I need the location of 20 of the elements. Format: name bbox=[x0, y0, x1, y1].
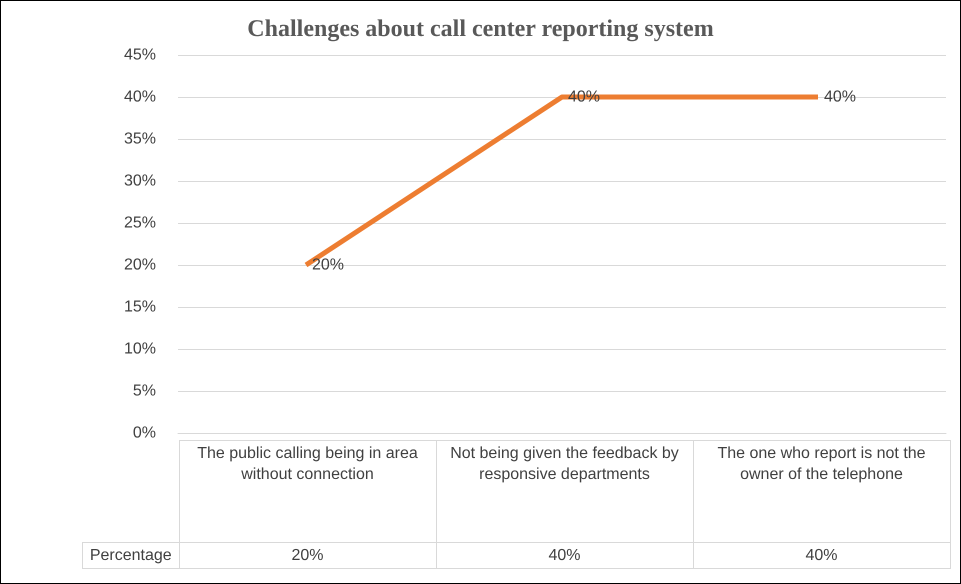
x-tick-label: Not being given the feedback by responsive departments bbox=[436, 440, 693, 542]
text: Percentage bbox=[82, 542, 179, 568]
y-tick-label: 45% bbox=[124, 46, 156, 64]
y-tick-label: 35% bbox=[124, 130, 156, 148]
y-tick-label: 25% bbox=[124, 214, 156, 232]
y-tick-label: 5% bbox=[132, 382, 156, 400]
chart-title: Challenges about call center reporting system bbox=[247, 16, 714, 42]
y-tick-label: 30% bbox=[124, 172, 156, 190]
text: 20% bbox=[312, 256, 344, 274]
data-label: 20% bbox=[179, 542, 436, 568]
y-tick-label: 10% bbox=[124, 340, 156, 358]
x-tick-label: The public calling being in area without connection bbox=[179, 440, 436, 542]
y-tick-label: 15% bbox=[124, 298, 156, 316]
text: 40% bbox=[824, 88, 856, 106]
y-tick-label: 0% bbox=[132, 424, 156, 442]
x-tick-label: The one who report is not the owner of the telephone bbox=[693, 440, 950, 542]
y-tick-label: 20% bbox=[124, 256, 156, 274]
data-label: 40% bbox=[436, 542, 693, 568]
data-label: 40% bbox=[693, 542, 950, 568]
y-tick-label: 40% bbox=[124, 88, 156, 106]
